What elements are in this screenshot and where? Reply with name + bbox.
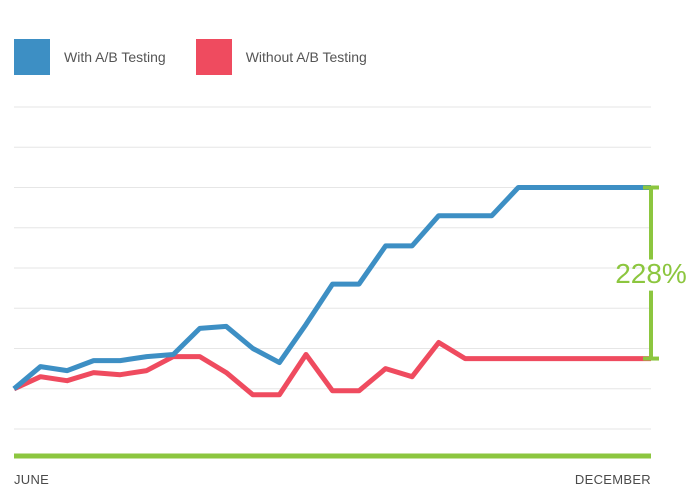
grid-lines <box>14 106 651 430</box>
legend: With A/B Testing Without A/B Testing <box>14 39 397 75</box>
series-line-without-ab <box>12 340 651 398</box>
delta-label: 228% <box>615 258 687 289</box>
legend-swatch-with-ab <box>14 39 50 75</box>
series-line-with-ab <box>12 185 651 391</box>
x-axis-label-end: DECEMBER <box>575 472 651 487</box>
legend-label-without-ab: Without A/B Testing <box>245 49 367 65</box>
legend-swatch-without-ab <box>195 39 232 75</box>
series-group <box>12 185 651 398</box>
legend-item-with-ab: With A/B Testing <box>14 39 166 75</box>
legend-label-with-ab: With A/B Testing <box>64 49 166 65</box>
x-axis-label-start: JUNE <box>14 472 49 487</box>
legend-item-without-ab: Without A/B Testing <box>195 39 367 75</box>
delta-bracket <box>643 185 659 361</box>
